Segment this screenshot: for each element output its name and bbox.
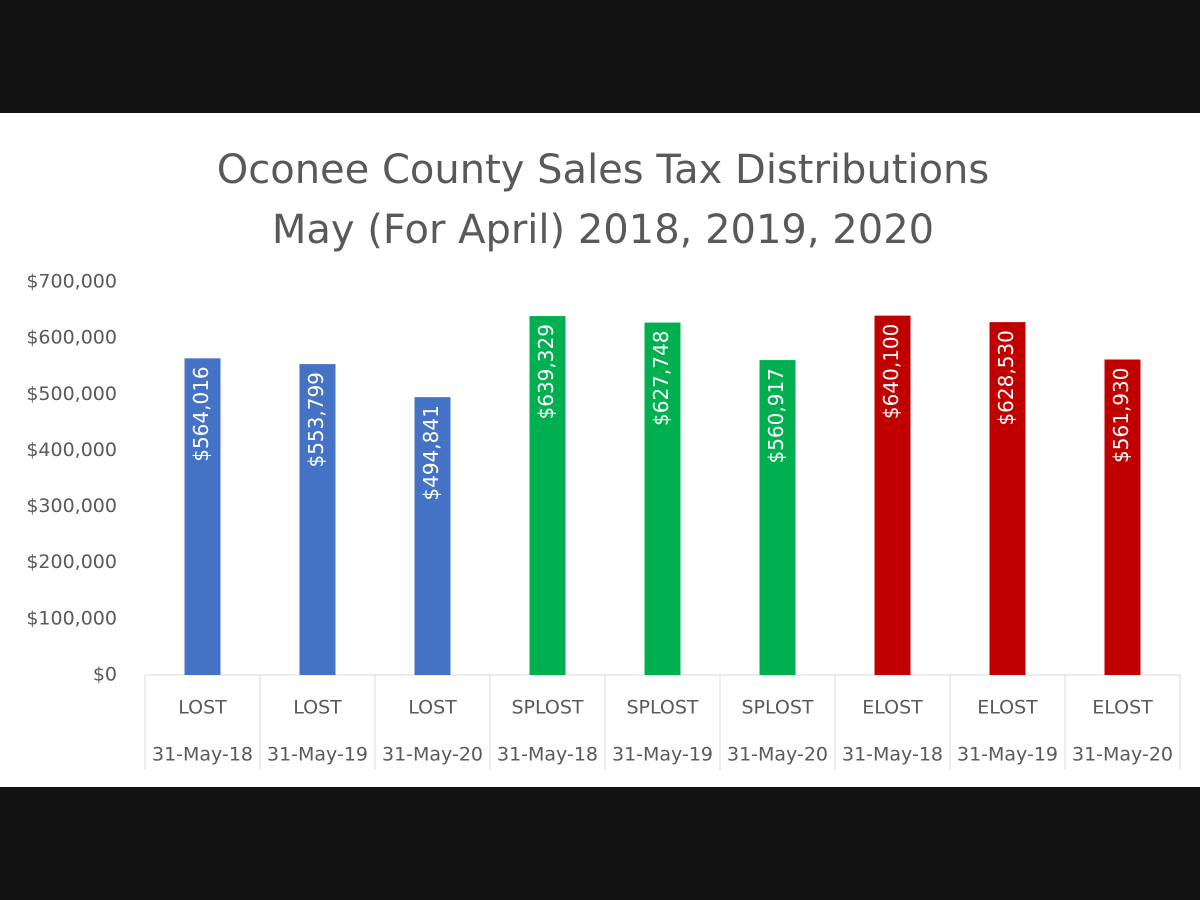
y-tick-label: $700,000 (26, 271, 117, 293)
value-label: $640,100 (879, 324, 903, 419)
bar (299, 364, 336, 675)
x-date-label: 31-May-18 (152, 744, 253, 766)
y-tick-label: $0 (93, 664, 117, 686)
x-tick-label: SPLOST (511, 697, 583, 719)
x-tick-label: LOST (408, 697, 457, 719)
x-tick-label: SPLOST (741, 697, 813, 719)
bottom-band (0, 787, 1200, 900)
x-tick-label: LOST (178, 697, 227, 719)
chart-title: Oconee County Sales Tax Distributions (217, 147, 990, 193)
value-label: $639,329 (534, 324, 558, 419)
y-tick-label: $300,000 (26, 495, 117, 517)
x-tick-label: ELOST (1092, 697, 1153, 719)
bar (184, 358, 221, 675)
value-label: $564,016 (189, 366, 213, 461)
bar (414, 397, 451, 675)
x-date-label: 31-May-18 (842, 744, 943, 766)
top-band (0, 0, 1200, 113)
value-label: $627,748 (649, 331, 673, 426)
y-tick-label: $500,000 (26, 383, 117, 405)
bar (874, 315, 911, 675)
y-tick-label: $400,000 (26, 439, 117, 461)
x-date-label: 31-May-20 (382, 744, 483, 766)
x-tick-label: LOST (293, 697, 342, 719)
x-date-label: 31-May-18 (497, 744, 598, 766)
x-date-label: 31-May-19 (612, 744, 713, 766)
x-tick-label: ELOST (977, 697, 1038, 719)
y-tick-label: $100,000 (26, 607, 117, 629)
value-label: $560,917 (764, 368, 788, 463)
value-label: $553,799 (304, 372, 328, 467)
value-label: $561,930 (1109, 368, 1133, 463)
x-tick-label: ELOST (862, 697, 923, 719)
bar (759, 360, 796, 675)
x-date-label: 31-May-20 (1072, 744, 1173, 766)
x-date-label: 31-May-19 (957, 744, 1058, 766)
x-date-label: 31-May-20 (727, 744, 828, 766)
value-label: $628,530 (994, 330, 1018, 425)
x-date-label: 31-May-19 (267, 744, 368, 766)
chart-subtitle: May (For April) 2018, 2019, 2020 (272, 207, 934, 253)
bar (644, 322, 681, 675)
bar (1104, 359, 1141, 675)
x-tick-label: SPLOST (626, 697, 698, 719)
bar (529, 316, 566, 675)
bar (989, 322, 1026, 675)
y-tick-label: $200,000 (26, 551, 117, 573)
y-tick-label: $600,000 (26, 327, 117, 349)
value-label: $494,841 (419, 405, 443, 500)
